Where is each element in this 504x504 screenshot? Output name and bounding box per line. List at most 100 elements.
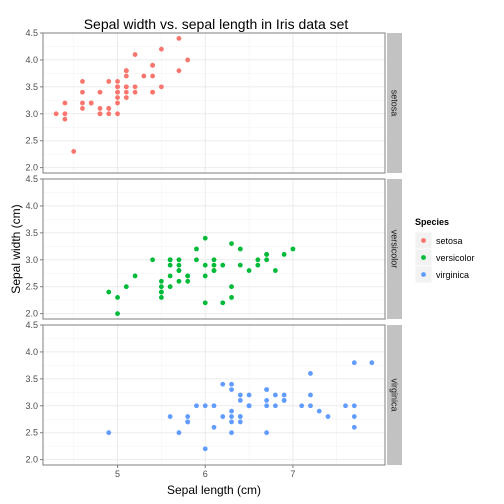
data-point [158, 295, 164, 300]
data-point [237, 246, 243, 252]
data-point [220, 414, 226, 419]
data-point [281, 251, 287, 257]
y-tick-label: 2.5 [25, 428, 38, 438]
data-point [115, 100, 120, 106]
data-point [62, 100, 68, 106]
data-point [351, 424, 357, 430]
y-tick-label: 2.0 [25, 309, 38, 319]
data-point [176, 262, 182, 268]
y-tick-label: 3.0 [25, 401, 38, 411]
data-point [150, 257, 156, 263]
y-tick-label: 2.5 [25, 136, 38, 146]
data-point [255, 257, 261, 263]
data-point [264, 403, 270, 409]
y-tick-label: 4.5 [25, 28, 38, 38]
data-point [115, 89, 120, 95]
data-point [308, 371, 313, 376]
data-point [123, 73, 129, 79]
panel-border [42, 178, 386, 320]
data-point [185, 57, 191, 63]
data-point [272, 403, 278, 409]
y-tick-label: 3.5 [25, 374, 38, 384]
data-point [351, 403, 357, 409]
data-point [115, 95, 120, 101]
data-point [220, 300, 226, 306]
chart-title: Sepal width vs. sepal length in Iris dat… [84, 16, 349, 32]
data-point [115, 84, 120, 90]
data-point [237, 419, 243, 425]
data-point [106, 111, 112, 117]
data-point [123, 284, 129, 290]
y-tick-label: 3.0 [25, 255, 38, 265]
facet-strip [387, 179, 402, 319]
y-tick-label: 4.5 [25, 174, 38, 184]
data-point [237, 392, 243, 398]
data-point [237, 397, 243, 403]
data-point [106, 430, 112, 436]
data-point [308, 403, 313, 409]
data-point [237, 414, 243, 419]
data-point [246, 268, 252, 273]
panel-virginica: virginica 2.0 2.5 3.0 3.5 4.0 4.5 5 6 7 [25, 320, 402, 479]
data-point [264, 430, 270, 436]
data-point [150, 73, 156, 79]
y-tick-label: 3.5 [25, 82, 38, 92]
data-point [246, 403, 252, 409]
data-point [123, 95, 129, 101]
data-point [202, 235, 208, 241]
data-point [325, 414, 331, 419]
x-tick-label: 5 [115, 469, 120, 479]
data-point [194, 246, 199, 252]
data-point [97, 89, 103, 95]
data-point [255, 262, 261, 268]
data-point [106, 289, 112, 295]
facet-strip-label: virginica [390, 378, 400, 411]
data-point [202, 403, 208, 409]
panel-versicolor: versicolor 2.0 2.5 3.0 3.5 4.0 4.5 [25, 174, 402, 320]
data-point [167, 284, 173, 290]
x-tick-label: 6 [203, 469, 208, 479]
data-point [176, 68, 182, 74]
data-point [150, 62, 156, 68]
data-point [80, 100, 85, 106]
data-point [115, 311, 120, 317]
data-point [150, 89, 156, 95]
data-point [167, 414, 173, 419]
data-point [229, 295, 234, 300]
data-point [290, 246, 296, 252]
x-tick-label: 7 [290, 469, 295, 479]
data-point [281, 397, 287, 403]
y-tick-label: 4.0 [25, 347, 38, 357]
data-point [351, 414, 357, 419]
y-tick-label: 2.5 [25, 282, 38, 292]
y-tick-label: 2.0 [25, 163, 38, 173]
y-tick-label: 3.0 [25, 109, 38, 119]
data-point [123, 89, 129, 95]
legend-key-point [421, 238, 426, 243]
data-point [237, 262, 243, 268]
data-point [158, 84, 164, 90]
data-point [229, 414, 234, 419]
data-point [132, 84, 138, 90]
panel-background [43, 325, 385, 465]
data-point [88, 100, 94, 106]
x-axis-label: Sepal length (cm) [167, 483, 261, 497]
data-point [343, 403, 348, 409]
facet-strip-label: versicolor [390, 230, 400, 269]
data-point [132, 52, 138, 57]
data-point [185, 278, 191, 284]
data-point [202, 446, 208, 452]
legend-item-setosa: setosa [414, 231, 463, 250]
data-point [211, 424, 217, 430]
data-point [211, 257, 217, 263]
data-point [158, 46, 164, 52]
data-point [62, 116, 68, 122]
legend-key-point [421, 272, 426, 277]
data-point [229, 408, 234, 414]
data-point [97, 111, 103, 117]
data-point [123, 84, 129, 90]
facet-panels: setosa 2.0 2.5 3.0 3.5 4.0 4.5 versicolor 2.0 2.5… [25, 28, 402, 479]
data-point [272, 392, 278, 398]
data-point [176, 35, 182, 41]
data-point [369, 360, 375, 366]
